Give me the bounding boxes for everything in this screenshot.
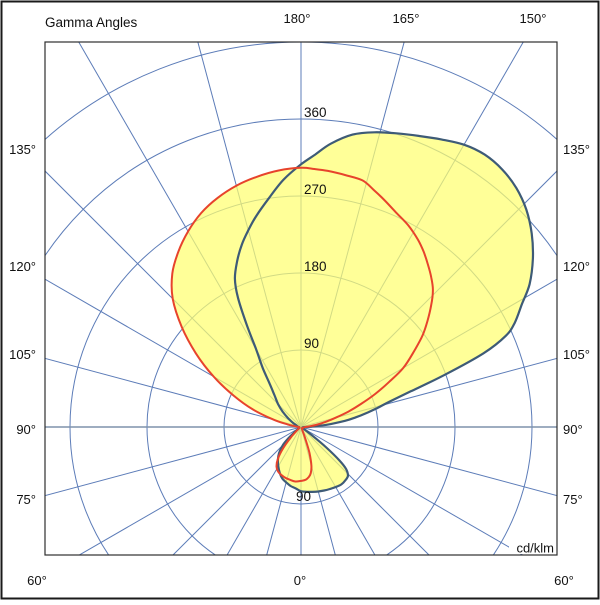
grid-ray <box>78 426 302 555</box>
grid-ray <box>172 426 302 555</box>
angle-label-left: 105° <box>9 347 36 362</box>
ring-value-label: 90 <box>296 489 311 504</box>
unit-label: cd/klm <box>516 541 554 556</box>
grid-ray <box>300 426 336 555</box>
angle-label-right: 105° <box>563 347 590 362</box>
grid-ray <box>300 357 557 428</box>
angle-label-left: 90° <box>16 422 36 437</box>
ring-value-label: 360 <box>304 105 327 120</box>
angle-label-right: 75° <box>563 492 583 507</box>
angle-label-left: 120° <box>9 259 36 274</box>
curve-c90-c270 <box>170 166 434 483</box>
angle-label-top: 150° <box>520 11 547 26</box>
angle-label-bottom: 0° <box>294 573 306 588</box>
grid-ray <box>45 426 302 497</box>
chart-title: Gamma Angles <box>45 15 138 30</box>
grid-ray <box>300 426 430 555</box>
curve-c0-c180 <box>233 131 535 494</box>
angle-label-bottom: 60° <box>554 573 574 588</box>
ring-value-label: 90 <box>304 336 319 351</box>
grid-ray <box>300 426 524 555</box>
angle-labels: 180° 165° 150° 135° 135° 120° 120° 105° 105° 90° 9… <box>9 11 590 588</box>
angle-label-right: 135° <box>563 142 590 157</box>
intensity-fill-area <box>171 132 533 492</box>
angle-label-left: 75° <box>16 492 36 507</box>
grid-ray <box>45 357 302 428</box>
ring-value-labels: 360 270 180 90 90 <box>296 105 327 504</box>
unit-label-background <box>509 540 556 554</box>
angle-label-right: 120° <box>563 259 590 274</box>
angle-label-bottom: 60° <box>27 573 47 588</box>
angle-label-left: 135° <box>9 142 36 157</box>
angle-label-top: 180° <box>284 11 311 26</box>
angle-label-right: 90° <box>563 422 583 437</box>
grid-ray <box>266 426 302 555</box>
plot-frame <box>44 41 558 556</box>
angle-label-top: 165° <box>393 11 420 26</box>
grid-ray <box>300 426 376 555</box>
ring-value-label: 270 <box>304 182 327 197</box>
ring-value-label: 180 <box>304 259 327 274</box>
grid-ray <box>300 426 557 497</box>
grid-ray <box>226 426 302 555</box>
